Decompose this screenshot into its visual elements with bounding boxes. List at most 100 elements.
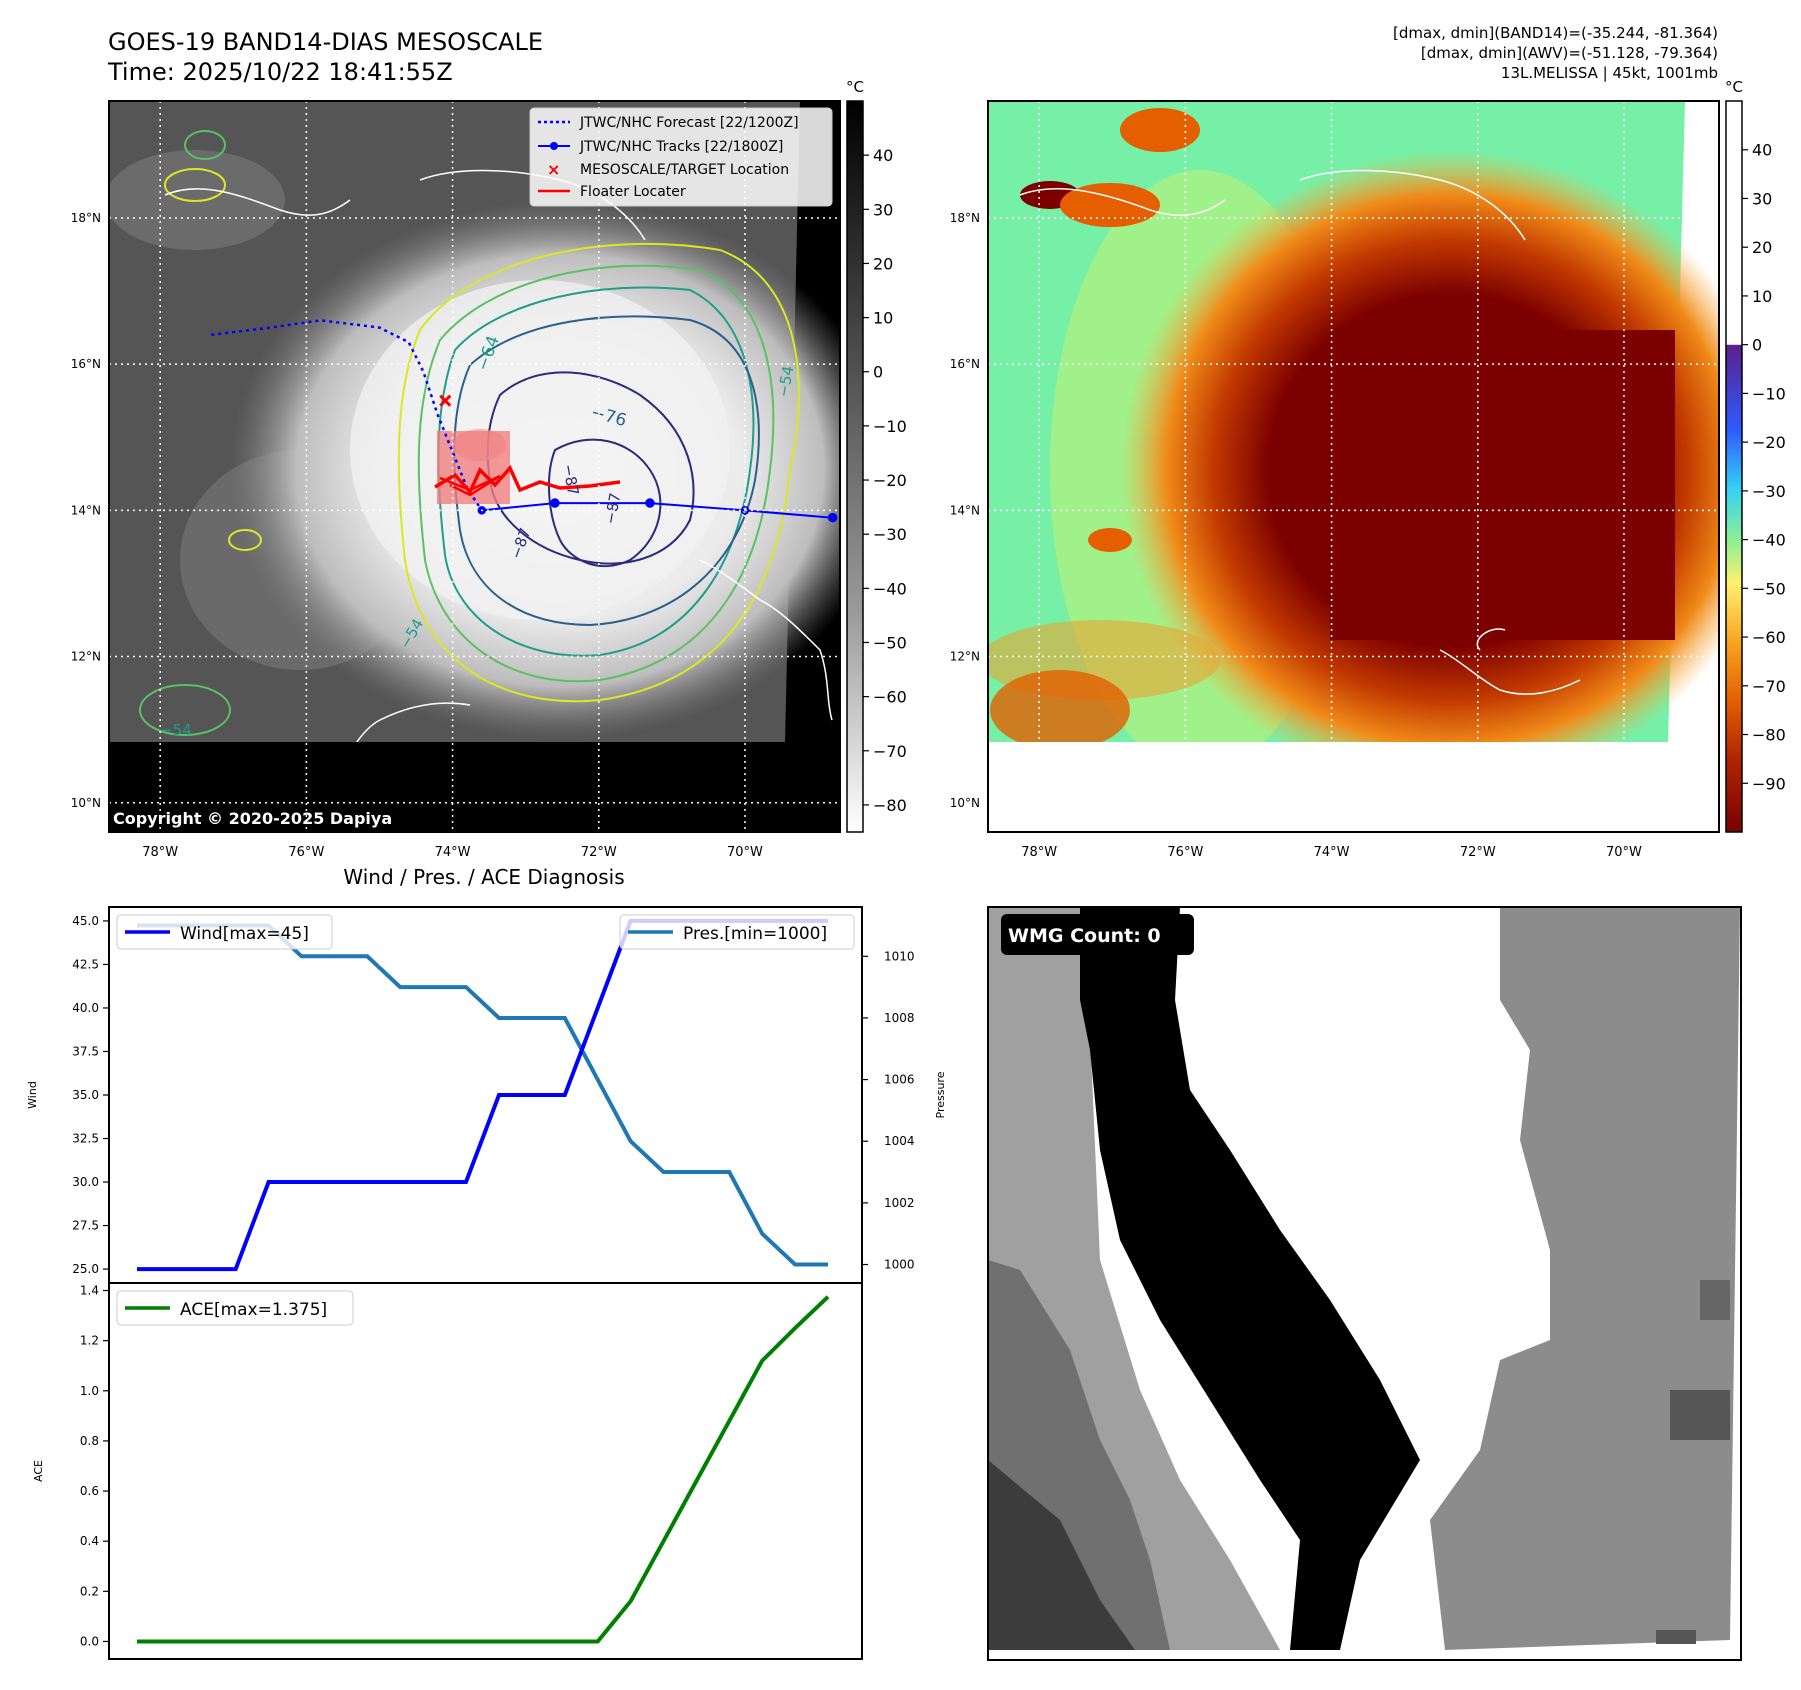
lat-tick-label: 18°N: [950, 211, 980, 225]
y-tick-label: 0.6: [80, 1484, 99, 1498]
colorbar-tick-label: −40: [873, 579, 907, 598]
diagnosis-panel: Wind / Pres. / ACE Diagnosis 1000 1002 100…: [26, 865, 947, 1660]
ir-colorbar-ticks: 40 30 20 10 0 −10 −20 −30 −40 −50 −60 −70 −80: [863, 146, 907, 815]
ir-map-legend: JTWC/NHC Forecast [22/1200Z] JTWC/NHC Tr…: [529, 107, 833, 207]
awv-colorbar-unit: °C: [1725, 78, 1743, 96]
contour-label: −54: [774, 364, 797, 398]
y-tick-label: 32.5: [72, 1132, 99, 1146]
y-tick-label: 0.8: [80, 1434, 99, 1448]
y-tick-label: 0.0: [80, 1634, 99, 1648]
colorbar-tick-label: 30: [873, 200, 893, 219]
ir-map-axis-ticks: 78°W 76°W 74°W 72°W 70°W 18°N 16°N 14°N 12°N 10°N: [71, 211, 763, 860]
info-storm: 13L.MELISSA | 45kt, 1001mb: [1501, 64, 1718, 82]
y-tick-label-right: 1002: [884, 1196, 915, 1210]
y-tick-label: 1.4: [80, 1284, 99, 1298]
awv-map-axis-ticks: 78°W 76°W 74°W 72°W 70°W 18°N 16°N 14°N 12°N 10°N: [950, 211, 1642, 860]
y-tick-label-right: 1006: [884, 1073, 915, 1087]
colorbar-tick-label: −50: [1752, 579, 1786, 598]
colorbar-tick-label: 10: [873, 309, 893, 328]
wind-axis-label: Wind: [26, 1081, 39, 1109]
y-tick-label: 35.0: [72, 1088, 99, 1102]
y-tick-label: 45.0: [72, 914, 99, 928]
ace-legend: ACE[max=1.375]: [116, 1290, 354, 1326]
colorbar-tick-label: 0: [873, 363, 883, 382]
colorbar-tick-label: 40: [1752, 141, 1772, 160]
lon-tick-label: 76°W: [288, 845, 324, 860]
track-point: [827, 512, 838, 523]
lon-tick-label: 72°W: [1460, 845, 1496, 860]
ir-map-panel: −64 −76 −87 −87 −54 −54 −54 −87 Copyrigh…: [71, 100, 841, 860]
track-point: [550, 498, 560, 508]
colorbar-tick-label: 0: [1752, 336, 1762, 355]
lon-tick-label: 78°W: [142, 845, 178, 860]
y-tick-label: 0.4: [80, 1534, 99, 1548]
colorbar-tick-label: −70: [1752, 677, 1786, 696]
colorbar-tick-label: −50: [873, 633, 907, 652]
diagnosis-title: Wind / Pres. / ACE Diagnosis: [343, 865, 624, 889]
y-tick-label-right: 1004: [884, 1134, 915, 1148]
y-tick-label: 37.5: [72, 1044, 99, 1058]
floater-locater-line: [434, 464, 621, 496]
pressure-legend: Pres.[min=1000]: [619, 914, 855, 950]
colorbar-tick-label: 10: [1752, 287, 1772, 306]
y-tick-label: 0.2: [80, 1584, 99, 1598]
track-point: [645, 498, 655, 508]
lon-tick-label: 76°W: [1167, 845, 1203, 860]
pressure-axis-label: Pressure: [934, 1071, 947, 1118]
series-line: [137, 1295, 830, 1644]
lat-tick-label: 14°N: [71, 503, 101, 517]
colorbar-tick-label: −90: [1752, 774, 1786, 793]
lon-tick-label: 70°W: [1606, 845, 1642, 860]
figure-time: Time: 2025/10/22 18:41:55Z: [107, 58, 453, 86]
ir-map-gridlines: [109, 101, 840, 832]
svg-text:Pres.[min=1000]: Pres.[min=1000]: [683, 924, 827, 944]
lat-tick-label: 16°N: [71, 357, 101, 371]
svg-text:ACE[max=1.375]: ACE[max=1.375]: [180, 1300, 327, 1320]
legend-forecast: JTWC/NHC Forecast [22/1200Z]: [579, 115, 799, 131]
ace-axis-label: ACE: [32, 1460, 45, 1482]
y-tick-label: 42.5: [72, 957, 99, 971]
forecast-track-line: [211, 319, 483, 512]
lon-tick-label: 74°W: [435, 845, 471, 860]
ace-chart: 0.0 0.2 0.4 0.6 0.8 1.0 1.2 1.4: [80, 1284, 830, 1648]
svg-text:×: ×: [547, 160, 560, 179]
colorbar-tick-label: −30: [873, 525, 907, 544]
lon-tick-label: 70°W: [727, 845, 763, 860]
colorbar-tick-label: −30: [1752, 482, 1786, 501]
wmg-panel: WMG Count: 0: [987, 906, 1742, 1661]
y-tick-label: 1.2: [80, 1334, 99, 1348]
colorbar-tick-label: 20: [1752, 238, 1772, 257]
y-tick-label: 25.0: [72, 1262, 99, 1276]
awv-map-gridlines: [988, 101, 1719, 832]
colorbar-tick-label: −80: [1752, 726, 1786, 745]
lat-tick-label: 12°N: [71, 650, 101, 664]
y-tick-label: 30.0: [72, 1175, 99, 1189]
awv-colorbar-ticks: 40 30 20 10 0 −10 −20 −30 −40 −50 −60 −70 −80 −90: [1742, 141, 1786, 793]
lat-tick-label: 10°N: [950, 796, 980, 810]
floater-locater-scribble: [439, 474, 501, 497]
y-tick-label: 27.5: [72, 1219, 99, 1233]
ir-colorbar: °C 40 30 20 10 0 −10 −20 −30 −40 −50 −60 −70 −80: [846, 78, 907, 833]
lon-tick-label: 78°W: [1021, 845, 1057, 860]
target-location-marker: [439, 394, 452, 407]
wind-legend: Wind[max=45]: [116, 914, 333, 950]
awv-colorbar: °C 40 30 20 10 0 −10 −20 −30 −40 −50 −60 −70 −80 −90: [1725, 78, 1786, 833]
figure-title: GOES-19 BAND14-DIAS MESOSCALE: [108, 28, 543, 56]
track-point: [740, 506, 750, 515]
contour-label: −87: [601, 491, 624, 525]
colorbar-tick-label: −40: [1752, 531, 1786, 550]
lat-tick-label: 16°N: [950, 357, 980, 371]
colorbar-tick-label: 20: [873, 254, 893, 273]
legend-floater: Floater Locater: [580, 184, 686, 200]
lat-tick-label: 12°N: [950, 650, 980, 664]
lon-tick-label: 72°W: [581, 845, 617, 860]
target-x: [439, 394, 452, 407]
contour-label: −54: [160, 721, 192, 739]
colorbar-tick-label: −10: [1752, 384, 1786, 403]
info-awv: [dmax, dmin](AWV)=(-51.128, -79.364): [1421, 44, 1718, 62]
lat-tick-label: 14°N: [950, 503, 980, 517]
y-tick-label-right: 1010: [884, 949, 915, 963]
colorbar-tick-label: 40: [873, 146, 893, 165]
y-tick-label-right: 1008: [884, 1011, 915, 1025]
